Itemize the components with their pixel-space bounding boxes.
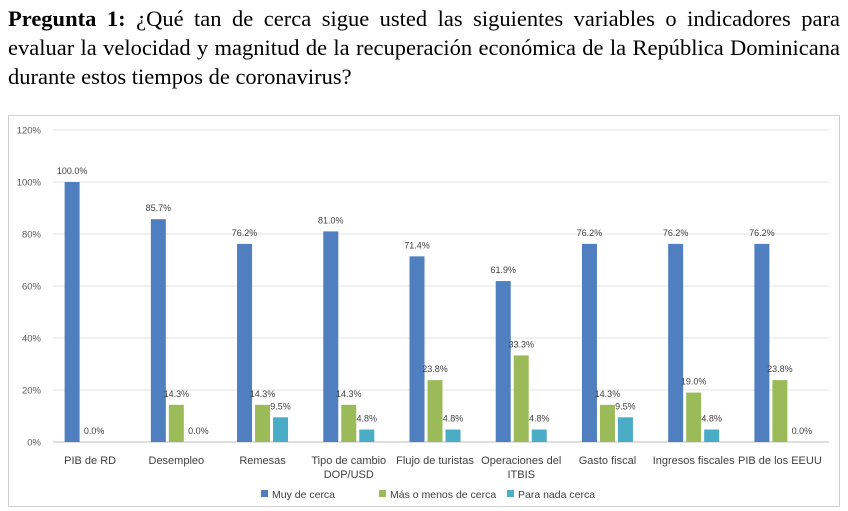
data-label: 9.5% bbox=[615, 401, 636, 411]
x-tick-label: ITBIS bbox=[507, 469, 535, 481]
bar bbox=[445, 429, 461, 442]
chart-legend: Muy de cerca Más o menos de cerca Para nad… bbox=[261, 489, 595, 501]
data-label: 9.5% bbox=[270, 401, 291, 411]
legend-swatch bbox=[379, 490, 386, 497]
bar bbox=[772, 380, 788, 442]
legend-swatch bbox=[507, 490, 514, 497]
bar bbox=[341, 404, 357, 442]
x-tick-label: Desempleo bbox=[149, 455, 205, 467]
question-body: ¿Qué tan de cerca sigue usted las siguie… bbox=[8, 6, 841, 89]
y-axis: 0% 20% 40% 60% 80% 100% 120% bbox=[17, 126, 42, 449]
x-tick-label: Flujo de turistas bbox=[396, 455, 474, 467]
legend-label: Muy de cerca bbox=[272, 489, 335, 501]
bar bbox=[359, 429, 375, 442]
bar bbox=[409, 256, 425, 442]
bar-chart: 0% 20% 40% 60% 80% 100% 120% 100.0% 0.0% 85.7% 14… bbox=[17, 126, 829, 501]
data-label: 4.8% bbox=[357, 414, 378, 424]
data-label: 4.8% bbox=[443, 414, 464, 424]
bar bbox=[668, 243, 684, 442]
legend-label: Para nada cerca bbox=[518, 489, 595, 501]
bar bbox=[168, 404, 184, 442]
chart-grid bbox=[53, 129, 829, 443]
x-tick-label: DOP/USD bbox=[324, 469, 374, 481]
data-label: 4.8% bbox=[529, 414, 550, 424]
data-label: 76.2% bbox=[232, 228, 258, 238]
x-tick-label: PIB de los EEUU bbox=[738, 455, 822, 467]
data-label: 33.3% bbox=[508, 339, 534, 349]
question-text: Pregunta 1: ¿Qué tan de cerca sigue uste… bbox=[8, 4, 840, 91]
bar bbox=[686, 392, 702, 442]
data-label: 76.2% bbox=[663, 228, 689, 238]
x-tick-label: Remesas bbox=[239, 455, 286, 467]
data-label: 0.0% bbox=[84, 426, 105, 436]
x-tick-label: Operaciones del bbox=[481, 455, 561, 467]
x-tick-label: Tipo de cambio bbox=[311, 455, 386, 467]
chart-bars: 100.0% 0.0% 85.7% 14.3% 0.0% 76.2% 14.3% 9.5% 81… bbox=[57, 166, 812, 442]
y-tick-label: 100% bbox=[17, 178, 42, 189]
data-label: 14.3% bbox=[336, 389, 362, 399]
data-label: 14.3% bbox=[250, 389, 276, 399]
y-tick-label: 0% bbox=[27, 438, 41, 449]
data-label: 0.0% bbox=[188, 426, 209, 436]
data-label: 19.0% bbox=[681, 377, 707, 387]
bar bbox=[531, 429, 547, 442]
bar bbox=[255, 404, 271, 442]
legend-swatch bbox=[261, 490, 268, 497]
bar bbox=[64, 182, 80, 442]
data-label: 71.4% bbox=[404, 240, 430, 250]
data-label: 14.3% bbox=[595, 389, 621, 399]
x-tick-label: Gasto fiscal bbox=[579, 455, 636, 467]
data-label: 23.8% bbox=[767, 364, 793, 374]
data-label: 85.7% bbox=[146, 203, 172, 213]
bar bbox=[513, 355, 529, 442]
bar bbox=[704, 429, 720, 442]
data-label: 23.8% bbox=[422, 364, 448, 374]
y-tick-label: 120% bbox=[17, 126, 42, 137]
bar bbox=[323, 231, 339, 442]
data-label: 14.3% bbox=[164, 389, 190, 399]
bar bbox=[617, 417, 633, 442]
bar bbox=[754, 243, 770, 442]
y-tick-label: 40% bbox=[22, 334, 42, 345]
data-label: 76.2% bbox=[749, 228, 775, 238]
legend-label: Más o menos de cerca bbox=[390, 489, 496, 501]
x-tick-label: PIB de RD bbox=[64, 455, 116, 467]
y-tick-label: 20% bbox=[22, 386, 42, 397]
data-label: 0.0% bbox=[792, 426, 813, 436]
y-tick-label: 80% bbox=[22, 230, 42, 241]
data-label: 76.2% bbox=[577, 228, 603, 238]
bar bbox=[599, 404, 615, 442]
x-tick-label: Ingresos fiscales bbox=[653, 455, 735, 467]
bar bbox=[427, 380, 443, 442]
bar bbox=[237, 243, 253, 442]
bar bbox=[273, 417, 289, 442]
bar bbox=[581, 243, 597, 442]
bar bbox=[495, 281, 511, 442]
chart-frame: 0% 20% 40% 60% 80% 100% 120% 100.0% 0.0% 85.7% 14… bbox=[8, 115, 840, 507]
data-label: 100.0% bbox=[57, 166, 88, 176]
question-label: Pregunta 1: bbox=[8, 6, 126, 31]
bar bbox=[150, 219, 166, 442]
data-label: 81.0% bbox=[318, 215, 344, 225]
data-label: 61.9% bbox=[490, 265, 516, 275]
data-label: 4.8% bbox=[701, 414, 722, 424]
y-tick-label: 60% bbox=[22, 282, 42, 293]
x-axis: PIB de RD Desempleo Remesas Tipo de cambio D… bbox=[64, 455, 822, 481]
